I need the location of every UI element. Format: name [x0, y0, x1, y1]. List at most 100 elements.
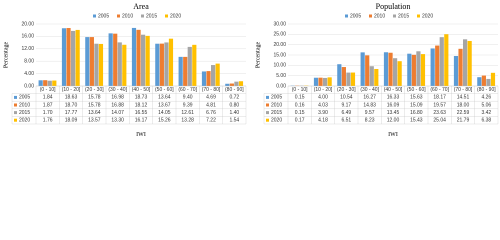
legend-label: 2005 — [350, 14, 361, 20]
table-series-label: 2010 — [19, 102, 30, 108]
table-series-label: 2015 — [271, 110, 282, 116]
legend-swatch — [93, 14, 96, 18]
table-cell: 15.43 — [410, 118, 423, 124]
table-cell: 1.87 — [43, 102, 53, 108]
bar — [486, 78, 491, 86]
table-swatch — [14, 111, 17, 115]
y-tick-label: 25.00 — [273, 32, 286, 38]
table-cell: 18.09 — [65, 118, 78, 124]
bar — [145, 35, 150, 86]
table-cell: 16.17 — [135, 118, 148, 124]
y-tick-label: 0.00 — [24, 83, 34, 89]
table-cell: 0.72 — [229, 95, 239, 101]
bar — [168, 38, 174, 86]
x-tick-label: (20 - 30] — [85, 87, 104, 93]
bar — [463, 39, 468, 86]
table-series-label: 2020 — [271, 118, 282, 124]
table-cell: 23.63 — [433, 110, 446, 116]
bar — [490, 72, 496, 86]
bar — [136, 29, 141, 86]
table-cell: 4.26 — [481, 95, 491, 101]
bar — [346, 72, 351, 86]
bar — [98, 43, 104, 86]
bar — [327, 77, 332, 86]
bar — [159, 43, 164, 86]
table-cell: 1.40 — [229, 110, 239, 116]
bar — [420, 54, 426, 86]
bar — [397, 61, 402, 86]
table-cell: 16.88 — [111, 102, 124, 108]
bar — [52, 80, 57, 86]
x-tick-label: (10 - 20] — [62, 87, 81, 93]
chart-title: Population — [376, 2, 411, 11]
bar — [225, 83, 230, 86]
bar — [183, 56, 188, 86]
x-tick-label: (10 - 20] — [314, 87, 333, 93]
bar — [365, 55, 370, 86]
y-tick-label: 5.00 — [276, 73, 286, 79]
table-cell: 1.54 — [229, 118, 239, 124]
chart-title: Area — [133, 2, 149, 11]
bar — [47, 80, 52, 86]
bar — [178, 56, 183, 86]
table-cell: 18.00 — [457, 102, 470, 108]
x-tick-label: (30 - 40] — [108, 87, 127, 93]
table-cell: 8.23 — [365, 118, 375, 124]
table-cell: 4.00 — [318, 95, 328, 101]
table-swatch — [14, 103, 17, 107]
x-tick-label: (20 - 30] — [337, 87, 356, 93]
legend-swatch — [393, 14, 396, 18]
table-cell: 14.05 — [158, 110, 171, 116]
legend-swatch — [369, 14, 372, 18]
table-cell: 5.06 — [481, 102, 491, 108]
bar — [164, 42, 169, 86]
table-cell: 0.80 — [229, 102, 239, 108]
bar — [122, 44, 127, 86]
x-axis-title: IWI — [388, 132, 398, 138]
bar — [75, 29, 80, 87]
legend-label: 2010 — [374, 14, 385, 20]
bar — [481, 75, 486, 86]
bar — [313, 77, 319, 86]
bar — [229, 83, 234, 86]
table-cell: 6.38 — [481, 118, 491, 124]
bar — [430, 48, 435, 86]
legend-label: 2015 — [398, 14, 409, 20]
table-series-label: 2015 — [19, 110, 30, 116]
table-cell: 3.42 — [481, 110, 491, 116]
table-cell: 13.64 — [88, 110, 101, 116]
x-tick-label: (60 - 70] — [178, 87, 197, 93]
x-tick-label: (80 - 90] — [225, 87, 244, 93]
table-cell: 6.49 — [341, 110, 351, 116]
bar — [416, 51, 421, 86]
x-tick-label: (0 - 10] — [40, 87, 56, 93]
y-axis-title: Percentage — [3, 42, 9, 69]
table-cell: 4.81 — [206, 102, 216, 108]
bar — [458, 48, 463, 86]
bar — [94, 43, 99, 86]
table-cell: 18.63 — [65, 95, 78, 101]
table-cell: 15.09 — [410, 102, 423, 108]
legend-label: 2020 — [170, 14, 181, 20]
bar — [192, 44, 197, 86]
legend-swatch — [417, 14, 420, 18]
y-tick-label: 20.00 — [21, 21, 34, 27]
table-cell: 21.79 — [457, 118, 470, 124]
bar — [477, 77, 482, 86]
y-tick-label: 10.00 — [273, 63, 286, 69]
table-cell: 6.51 — [341, 118, 351, 124]
bar — [467, 40, 472, 86]
table-cell: 4.69 — [206, 95, 216, 101]
bar — [61, 28, 67, 86]
table-cell: 16.27 — [363, 95, 376, 101]
bar — [89, 37, 94, 86]
bar — [201, 71, 207, 86]
table-cell: 9.17 — [341, 102, 351, 108]
bar — [374, 68, 379, 86]
table-cell: 14.51 — [457, 95, 470, 101]
table-cell: 12.00 — [387, 118, 400, 124]
bar — [341, 67, 346, 86]
table-cell: 13.64 — [158, 95, 171, 101]
table-cell: 15.26 — [158, 118, 171, 124]
